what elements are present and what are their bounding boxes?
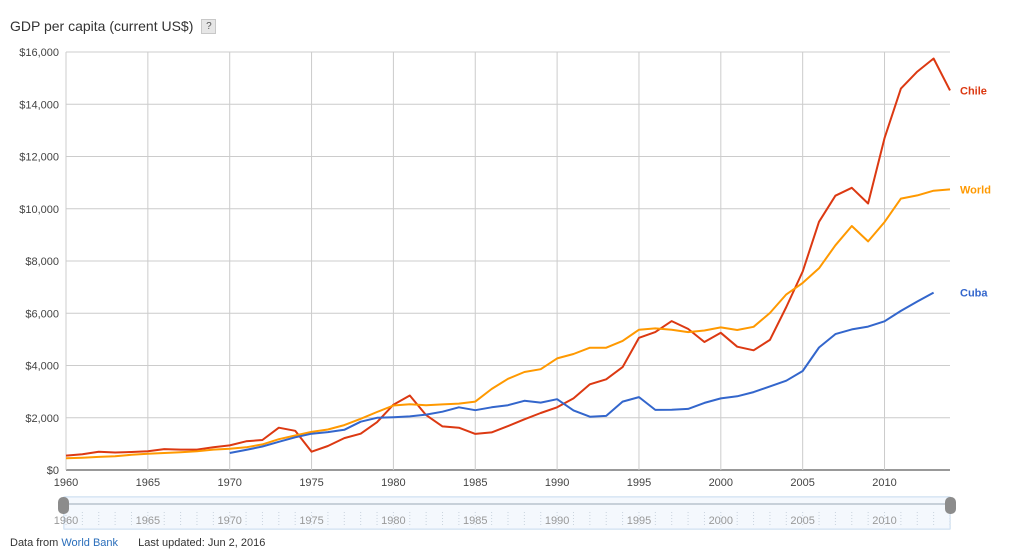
series-line-chile[interactable] [65, 57, 951, 457]
navigator-right-handle[interactable] [945, 497, 956, 514]
series-line-world[interactable] [65, 188, 951, 460]
x-tick-label: 1965 [136, 477, 160, 489]
series-label-chile: Chile [960, 85, 987, 97]
navigator-ticks: 1960 1965 1970 1975 1980 1985 1990 1995 2000 2005… [54, 512, 951, 527]
x-tick-label: 2000 [709, 477, 733, 489]
x-tick-label: 1995 [627, 477, 651, 489]
y-tick-label: $16,000 [19, 47, 59, 59]
source-link[interactable]: World Bank [61, 537, 119, 549]
navigator-left-handle[interactable] [58, 497, 69, 514]
y-tick-label: $2,000 [25, 413, 59, 425]
y-tick-label: $0 [47, 465, 59, 477]
series-label-world: World [960, 184, 991, 196]
range-navigator[interactable]: 1960 1965 1970 1975 1980 1985 1990 1995 2000 2005… [54, 496, 956, 530]
chart-header: GDP per capita (current US$) ? [10, 16, 217, 36]
footer: Data from World Bank Last updated: Jun 2… [10, 537, 265, 549]
help-icon[interactable]: ? [201, 18, 217, 34]
x-axis-ticks: 1960 1965 1970 1975 1980 1985 1990 1995 2000 2005… [54, 477, 897, 489]
x-tick-label: 1970 [217, 477, 241, 489]
x-tick-label: 2010 [872, 477, 896, 489]
x-tick-label: 1990 [545, 477, 569, 489]
x-tick-label: 1985 [463, 477, 487, 489]
series-lines [65, 57, 951, 460]
series-label-cuba: Cuba [960, 288, 988, 300]
y-tick-label: $4,000 [25, 361, 59, 373]
y-tick-label: $12,000 [19, 152, 59, 164]
chart-title: GDP per capita (current US$) [10, 18, 194, 34]
y-tick-label: $10,000 [19, 204, 59, 216]
gdp-line-chart: $0 $2,000 $4,000 $6,000 $8,000 $10,000 $12,000… [19, 47, 991, 530]
series-labels: Chile World Cuba [960, 85, 991, 299]
x-tick-label: 2005 [790, 477, 814, 489]
source-prefix: Data from [10, 537, 59, 549]
y-tick-label: $14,000 [19, 99, 59, 111]
x-tick-label: 1975 [299, 477, 323, 489]
y-tick-label: $8,000 [25, 256, 59, 268]
y-axis-ticks: $0 $2,000 $4,000 $6,000 $8,000 $10,000 $12,000… [19, 47, 59, 477]
x-tick-label: 1960 [54, 477, 78, 489]
series-line-cuba[interactable] [229, 291, 935, 454]
grid-lines [65, 51, 950, 471]
last-updated: Last updated: Jun 2, 2016 [138, 537, 266, 549]
x-tick-label: 1980 [381, 477, 405, 489]
y-tick-label: $6,000 [25, 308, 59, 320]
